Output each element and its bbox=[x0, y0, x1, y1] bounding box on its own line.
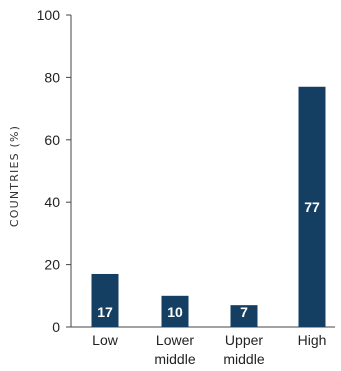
y-axis: 0 20 40 60 80 100 bbox=[37, 7, 72, 335]
y-tick-label-40: 40 bbox=[44, 194, 60, 210]
y-axis-title: COUNTRIES (%) bbox=[8, 125, 21, 227]
y-tick-label-80: 80 bbox=[44, 69, 60, 85]
data-label-4: 77 bbox=[304, 199, 320, 215]
bar-3 bbox=[230, 305, 258, 327]
category-label-4: High bbox=[298, 332, 327, 348]
y-tick-label-60: 60 bbox=[44, 132, 60, 148]
category-label-line: Lower bbox=[156, 332, 194, 348]
category-label-line: Upper bbox=[225, 332, 263, 348]
category-label-line: middle bbox=[154, 351, 195, 367]
data-labels: 17 10 777 bbox=[97, 199, 320, 320]
category-label-line: middle bbox=[223, 351, 264, 367]
y-tick-label-100: 100 bbox=[37, 7, 61, 23]
bar-2 bbox=[161, 295, 189, 327]
y-tick-label-20: 20 bbox=[44, 257, 60, 273]
y-tick-label-0: 0 bbox=[52, 319, 60, 335]
category-label-line: High bbox=[298, 332, 327, 348]
category-label-2: Lower middle bbox=[154, 332, 195, 367]
category-labels: Low Lower middle Upper middle High bbox=[92, 332, 326, 367]
category-label-3: Upper middle bbox=[223, 332, 264, 367]
bars bbox=[91, 86, 326, 327]
bar-4 bbox=[298, 86, 326, 327]
data-label-3: 7 bbox=[240, 304, 248, 320]
category-label-1: Low bbox=[92, 332, 119, 348]
data-label-2: 10 bbox=[167, 304, 183, 320]
bar-1 bbox=[91, 273, 119, 327]
category-label-line: Low bbox=[92, 332, 119, 348]
data-label-1: 17 bbox=[97, 304, 113, 320]
